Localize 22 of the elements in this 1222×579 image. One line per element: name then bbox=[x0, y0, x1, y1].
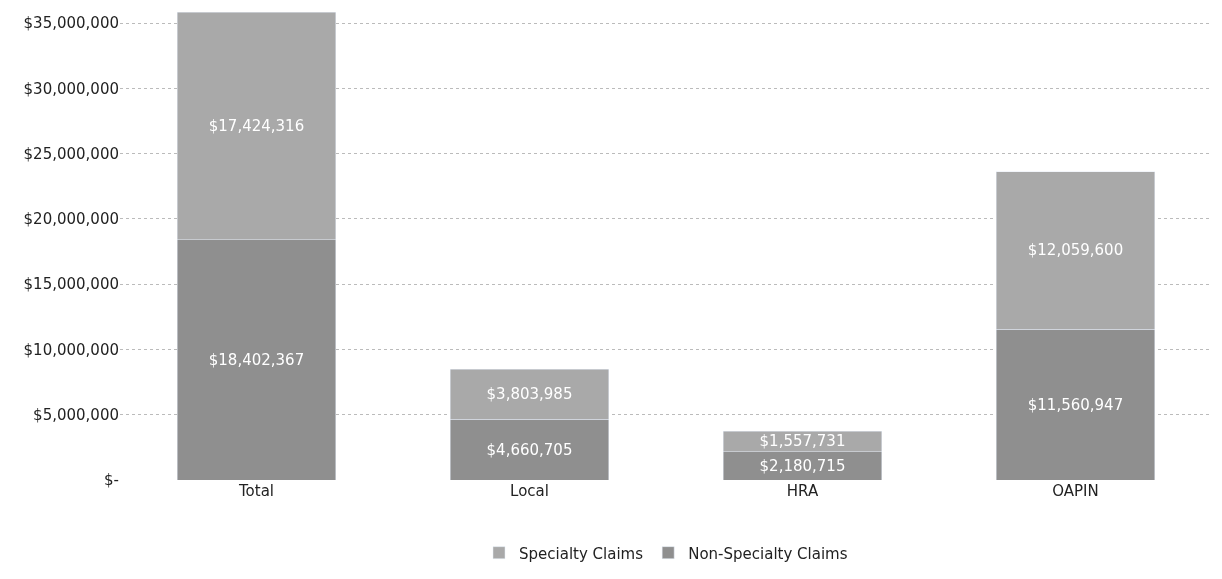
x-tick-label: Total bbox=[237, 482, 275, 500]
y-tick-label: $- bbox=[104, 471, 119, 490]
x-tick-label: Local bbox=[510, 482, 549, 500]
data-label: $4,660,705 bbox=[486, 440, 573, 459]
y-tick-label: $25,000,000 bbox=[23, 144, 119, 163]
legend-label: Non-Specialty Claims bbox=[688, 544, 848, 563]
y-tick-label: $5,000,000 bbox=[33, 405, 119, 424]
y-tick-label: $20,000,000 bbox=[23, 210, 119, 229]
x-tick-label: HRA bbox=[786, 482, 819, 500]
data-label: $18,402,367 bbox=[208, 350, 305, 369]
y-tick-label: $15,000,000 bbox=[23, 275, 119, 294]
data-label: $2,180,715 bbox=[759, 456, 846, 475]
data-label: $12,059,600 bbox=[1027, 241, 1124, 260]
data-label: $3,803,985 bbox=[486, 385, 573, 404]
data-label: $11,560,947 bbox=[1027, 395, 1124, 414]
x-tick-label: OAPIN bbox=[1052, 482, 1099, 500]
y-tick-label: $30,000,000 bbox=[23, 79, 119, 98]
data-label: $1,557,731 bbox=[759, 432, 846, 451]
data-label: $17,424,316 bbox=[208, 117, 305, 136]
legend-label: Specialty Claims bbox=[519, 544, 644, 563]
y-tick-label: $10,000,000 bbox=[23, 340, 119, 359]
y-tick-label: $35,000,000 bbox=[23, 14, 119, 33]
